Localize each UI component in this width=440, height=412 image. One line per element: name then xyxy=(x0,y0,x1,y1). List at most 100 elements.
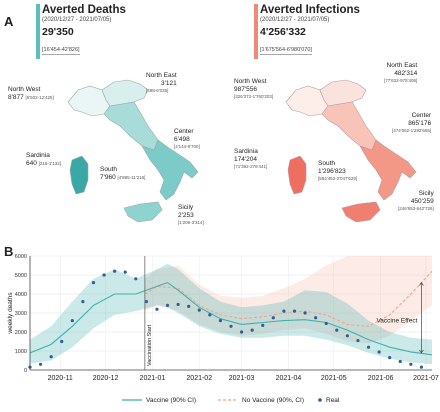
vaccination-start-label: Vaccination Start xyxy=(147,324,153,366)
infections-map-center xyxy=(321,101,377,151)
weekly-deaths-chart: 0 1000 2000 3000 4000 5000 6000 2020-11 2020-12 2… xyxy=(7,254,439,404)
real-data-point xyxy=(49,355,53,359)
real-data-point xyxy=(123,270,127,274)
real-data-point xyxy=(176,302,180,307)
deaths-ci: [16'454-42'826] xyxy=(42,47,80,55)
chart-axes: 0 1000 2000 3000 4000 5000 6000 2020-11 2020-12 2… xyxy=(7,254,439,382)
real-data-point xyxy=(218,319,223,323)
real-data-point xyxy=(398,359,402,364)
real-points xyxy=(28,269,424,369)
arrow-head-up xyxy=(419,281,424,286)
arrow-head-down xyxy=(419,349,424,354)
real-data-point xyxy=(324,321,328,326)
deaths-label-south: South 7'960 [4'885-11'216] xyxy=(100,166,146,181)
infections-label-sicily: Sicily 450'259 [246'653-642'726] xyxy=(398,190,434,211)
deaths-map-south xyxy=(141,139,199,201)
real-data-point xyxy=(409,362,413,366)
real-data-point xyxy=(165,303,170,307)
x-tick-label: 2021-07 xyxy=(413,375,439,382)
infections-map xyxy=(285,79,417,223)
vaccine-effect-label: Vaccine Effect xyxy=(376,318,417,325)
real-data-point xyxy=(388,356,392,360)
y-tick-label: 2000 xyxy=(15,330,27,336)
y-tick-label: 6000 xyxy=(15,254,27,260)
deaths-label-north-east: North East 3'121 [498-6'035] xyxy=(146,72,177,93)
deaths-header-bar xyxy=(36,4,40,59)
deaths-map-sicily xyxy=(123,201,163,223)
real-data-point xyxy=(113,269,117,273)
real-data-point xyxy=(197,308,201,312)
real-data-point xyxy=(250,328,254,332)
ci-bands xyxy=(30,256,432,365)
infections-map-south xyxy=(359,139,417,201)
deaths-label-north-west: North West 8'877 [5'502-12'425] xyxy=(8,86,54,101)
x-tick-label: 2020-11 xyxy=(48,375,73,382)
deaths-map xyxy=(67,79,199,223)
real-data-point xyxy=(208,313,212,317)
real-data-point xyxy=(229,324,233,328)
legend-real-swatch xyxy=(318,398,322,402)
real-data-point xyxy=(134,277,138,281)
deaths-label-sicily: Sicily 2'253 [1'206-3'314] xyxy=(178,204,204,225)
deaths-label-sardinia: Sardinia 640 [219-1'132] xyxy=(26,152,62,167)
real-data-point xyxy=(292,309,297,313)
y-tick-label: 5000 xyxy=(15,273,27,279)
deaths-map-north-east xyxy=(101,79,149,107)
real-data-point xyxy=(356,338,360,343)
infections-map-sicily xyxy=(341,201,381,223)
real-data-point xyxy=(144,300,148,304)
infections-range: (2020/12/27 - 2021/07/05) xyxy=(260,17,330,23)
y-tick-label: 0 xyxy=(24,368,27,374)
deaths-value: 29'350 xyxy=(42,26,74,38)
infections-label-south: South 1'296'823 [584'453-2'047'629] xyxy=(318,160,358,181)
infections-label-north-east: North East 482'314 [77'632-975'406] xyxy=(384,62,418,83)
no-vaccine-ci-band xyxy=(144,256,432,344)
x-tick-label: 2021-05 xyxy=(321,375,347,382)
real-data-point xyxy=(419,365,424,369)
infections-title: Averted Infections xyxy=(260,4,360,16)
x-tick-label: 2021-03 xyxy=(229,375,255,382)
vaccine-ci-band xyxy=(30,263,432,365)
infections-map-north-east xyxy=(319,79,367,107)
deaths-title: Averted Deaths xyxy=(42,4,126,16)
real-data-point xyxy=(261,323,265,327)
real-data-point xyxy=(60,339,64,344)
infections-header-bar xyxy=(254,4,258,59)
legend-real-label: Real xyxy=(326,397,340,404)
y-tick-label: 3000 xyxy=(15,311,27,317)
chart-annotations: Vaccination Start Vaccine Effect xyxy=(144,256,424,370)
y-tick-label: 4000 xyxy=(15,292,27,298)
x-tick-label: 2020-12 xyxy=(93,375,119,382)
real-data-point xyxy=(239,330,244,334)
infections-label-center: Center 865'176 [474'062-1'282'665] xyxy=(392,112,432,133)
real-data-point xyxy=(335,328,339,332)
real-data-point xyxy=(282,309,286,313)
real-data-point xyxy=(377,350,381,354)
real-data-point xyxy=(271,316,275,320)
y-tick-label: 1000 xyxy=(15,349,27,355)
real-data-point xyxy=(345,334,349,338)
legend-no-vaccine-label: No Vaccine (90%, CI) xyxy=(242,397,304,404)
vaccine-line xyxy=(29,281,433,356)
infections-label-north-west: North West 987'556 [326'372-1'760'203] xyxy=(234,78,274,99)
infections-ci: [1'675'564-6'980'070] xyxy=(260,47,312,55)
real-data-point xyxy=(70,319,74,323)
series-lines xyxy=(29,270,433,356)
panel-b-letter: B xyxy=(4,244,14,259)
deaths-map-sardinia xyxy=(69,155,89,195)
infections-label-sardinia: Sardinia 174'204 [71'392-276'441] xyxy=(234,148,268,169)
real-data-point xyxy=(102,273,106,277)
panel-a-letter: A xyxy=(4,14,14,29)
x-tick-label: 2021-02 xyxy=(186,375,212,382)
real-data-point xyxy=(91,281,96,285)
infections-map-sardinia xyxy=(287,155,307,195)
x-tick-label: 2021-04 xyxy=(276,375,302,382)
real-data-point xyxy=(38,362,43,366)
real-data-point xyxy=(314,316,318,320)
real-data-point xyxy=(81,300,85,304)
y-axis-label: weekly deaths xyxy=(7,292,14,335)
x-tick-label: 2021-06 xyxy=(368,375,394,382)
deaths-label-center: Center 6'498 [4'144-8'700] xyxy=(174,128,200,149)
no-vaccine-line xyxy=(144,270,433,327)
real-data-point xyxy=(187,304,191,308)
